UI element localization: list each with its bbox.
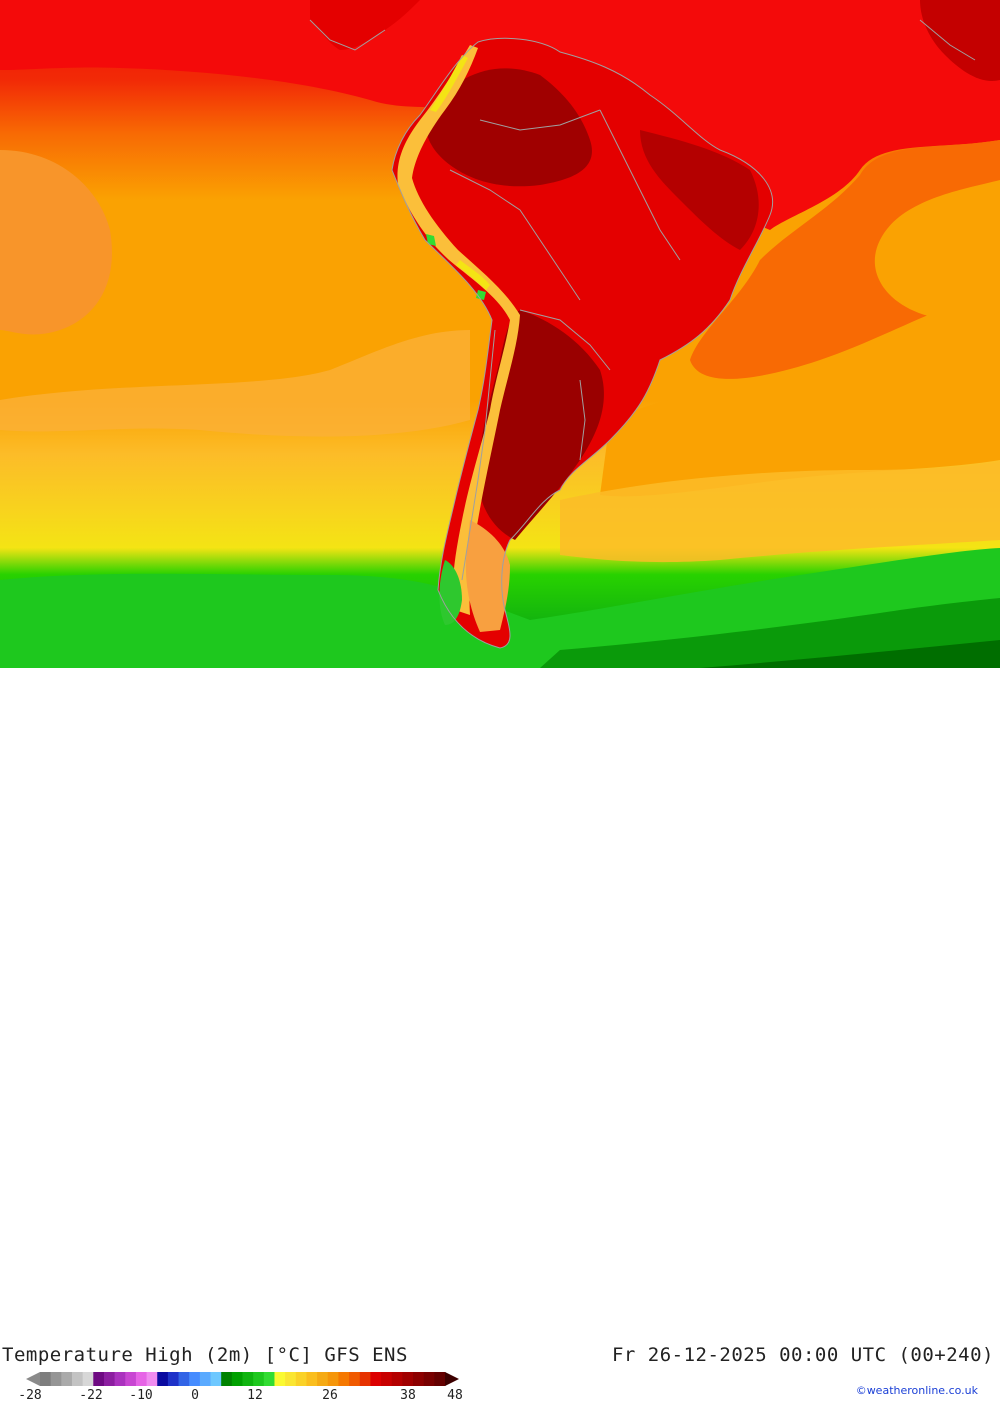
legend-swatch: [167, 1372, 180, 1386]
legend-swatch: [381, 1372, 393, 1386]
east-light-orange-region: [874, 180, 1000, 320]
legend-swatch: [338, 1372, 350, 1386]
legend-swatch: [82, 1372, 94, 1386]
legend-tick-label: -10: [129, 1388, 152, 1401]
legend-swatch: [189, 1372, 201, 1386]
legend-tick-label: 0: [191, 1388, 199, 1401]
legend-swatch: [103, 1372, 116, 1386]
legend-swatch: [135, 1372, 148, 1386]
legend-swatch: [253, 1372, 265, 1386]
legend-swatch: [125, 1372, 137, 1386]
country-borders: [309, 19, 976, 649]
legend-tick-label: 12: [247, 1388, 263, 1401]
legend-swatch: [61, 1372, 73, 1386]
legend-swatch: [210, 1372, 222, 1386]
legend-tick-label: 48: [447, 1388, 463, 1401]
legend-right-arrow: [445, 1372, 459, 1386]
andes-green-patch: [426, 234, 486, 300]
legend-swatch: [295, 1372, 307, 1386]
legend-swatch: [231, 1372, 243, 1386]
temperature-map: [0, 0, 1000, 668]
legend-swatch: [423, 1372, 435, 1386]
west-light-orange-region: [0, 150, 112, 335]
legend-swatch: [413, 1372, 425, 1386]
legend-swatch: [402, 1372, 414, 1386]
map-canvas: [0, 0, 1000, 668]
legend-swatch: [370, 1372, 382, 1386]
legend-swatch: [199, 1372, 212, 1386]
caribbean-island: [920, 0, 1000, 81]
legend-swatch: [434, 1372, 446, 1386]
legend-swatch: [157, 1372, 169, 1386]
legend-swatch: [178, 1372, 190, 1386]
legend-swatch: [306, 1372, 318, 1386]
legend-swatch: [93, 1372, 105, 1386]
atlantic-orange-band: [600, 380, 1000, 497]
legend-swatch: [263, 1372, 275, 1386]
legend-swatch: [114, 1372, 126, 1386]
legend-swatch: [349, 1372, 361, 1386]
map-title: Temperature High (2m) [°C] GFS ENS: [2, 1344, 408, 1366]
legend-tick-label: 38: [400, 1388, 416, 1401]
legend-swatch: [285, 1372, 297, 1386]
pacific-light-band: [0, 330, 470, 437]
credit-link[interactable]: ©weatheronline.co.uk: [855, 1384, 978, 1397]
color-legend: -28 -22 -10 0 12 26 38 48: [18, 1372, 463, 1401]
atlantic-light-band: [560, 462, 1000, 563]
central-america-land: [310, 0, 420, 50]
legend-tick-label: 26: [322, 1388, 338, 1401]
legend-swatch: [391, 1372, 403, 1386]
legend-swatch: [71, 1372, 84, 1386]
legend-swatch: [221, 1372, 233, 1386]
east-orange-region: [690, 140, 1000, 379]
patagonia-orange: [465, 520, 510, 632]
legend-swatch: [359, 1372, 371, 1386]
legend-swatch: [242, 1372, 254, 1386]
legend-swatch: [317, 1372, 329, 1386]
legend-tick-label: -22: [79, 1388, 102, 1401]
legend-swatch: [146, 1372, 158, 1386]
legend-swatch: [274, 1372, 286, 1386]
legend-tick-label: -28: [18, 1388, 41, 1401]
legend-left-arrow: [26, 1372, 40, 1386]
brazil-deep-red: [640, 130, 759, 250]
valid-time: Fr 26-12-2025 00:00 UTC (00+240): [611, 1344, 994, 1366]
legend-swatch: [40, 1372, 52, 1386]
south-darkest-band: [700, 640, 1000, 668]
patagonia-green: [439, 560, 462, 625]
legend-swatch: [50, 1372, 62, 1386]
south-dark-green-band: [540, 598, 1000, 668]
footer: Temperature High (2m) [°C] GFS ENS Fr 26…: [0, 668, 1000, 1401]
legend-swatch: [327, 1372, 339, 1386]
